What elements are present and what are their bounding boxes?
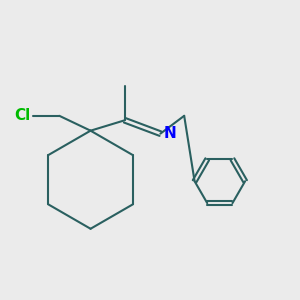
- Text: Cl: Cl: [14, 108, 30, 123]
- Text: N: N: [164, 126, 176, 141]
